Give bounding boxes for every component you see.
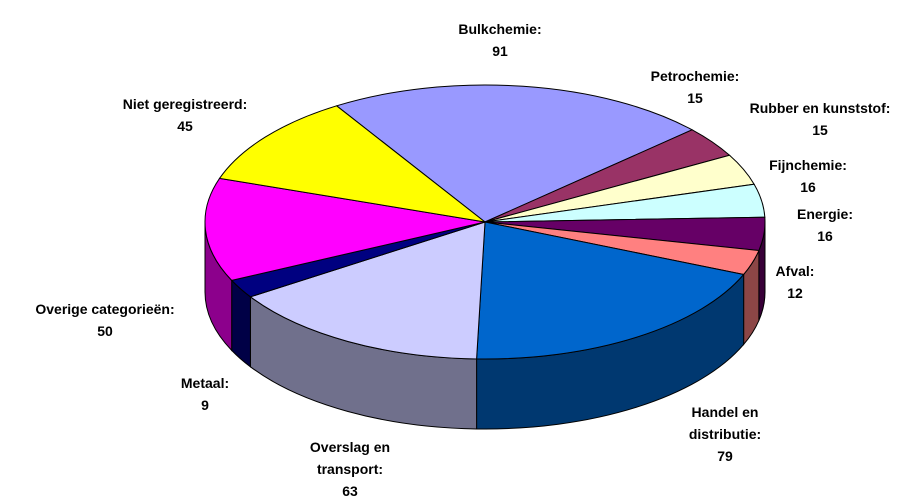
data-label: Niet geregistreerd: 45 (123, 93, 247, 137)
category-label: Bulkchemie: (458, 21, 542, 37)
data-label: Overige categorieën: 50 (35, 298, 174, 342)
value-label: 91 (492, 43, 508, 59)
category-label: Petrochemie: (650, 68, 740, 84)
data-label: Bulkchemie: 91 (458, 18, 541, 62)
value-label: 12 (787, 285, 803, 301)
data-label: Energie: 16 (797, 203, 853, 247)
category-label: Niet geregistreerd: (122, 96, 248, 112)
data-label: Handel en distributie: 79 (665, 401, 785, 467)
pie-slice (476, 221, 745, 360)
value-label: 50 (97, 323, 113, 339)
category-label: Handel en distributie: (688, 404, 762, 442)
category-label: Energie: (796, 206, 854, 222)
pie-slice (218, 105, 486, 223)
value-label: 16 (800, 179, 816, 195)
category-label: Overslag en transport: (309, 439, 391, 477)
value-label: 79 (717, 448, 733, 464)
pie-slice (335, 84, 694, 223)
data-label: Fijnchemie: 16 (769, 154, 847, 198)
pie-slice (249, 221, 486, 360)
category-label: Metaal: (180, 375, 230, 391)
category-label: Afval: (775, 263, 815, 279)
data-label: Metaal: 9 (181, 372, 229, 416)
value-label: 9 (201, 397, 209, 413)
value-label: 45 (177, 118, 193, 134)
category-label: Rubber en kunststof: (749, 100, 891, 116)
data-label: Rubber en kunststof: 15 (750, 97, 891, 141)
value-label: 16 (817, 228, 833, 244)
value-label: 15 (687, 90, 703, 106)
category-label: Overige categorieën: (35, 301, 175, 317)
data-label: Petrochemie: 15 (651, 65, 740, 109)
value-label: 15 (812, 122, 828, 138)
pie-slice (204, 177, 486, 281)
value-label: 63 (342, 483, 358, 499)
category-label: Fijnchemie: (769, 157, 847, 173)
data-label: Overslag en transport: 63 (290, 436, 410, 502)
data-label: Afval: 12 (776, 260, 815, 304)
